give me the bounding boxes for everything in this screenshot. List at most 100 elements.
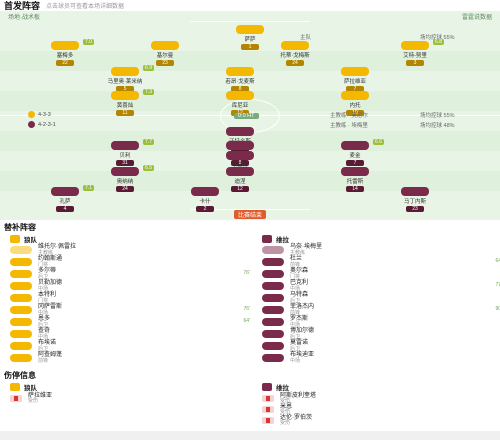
medical-cross-icon	[10, 395, 22, 402]
home-bench-row[interactable]: 贝勒加德 中场	[10, 280, 250, 292]
player-number: 1	[241, 44, 259, 50]
shirt-icon	[10, 294, 32, 302]
shirt-icon	[111, 91, 139, 100]
away-possession: 场均控球 48%	[420, 123, 455, 129]
shirt-icon	[341, 91, 369, 100]
bench-player-position: 前锋	[38, 358, 49, 364]
away-player[interactable]: 麦金 7 6.6	[320, 139, 390, 167]
shirt-icon	[226, 127, 254, 136]
player-number: 14	[346, 186, 364, 192]
page-subtitle: 点击球员可查看本场详细数据	[46, 4, 125, 10]
home-bench-row[interactable]: 布埃诺 后卫	[10, 340, 250, 352]
bench-player-name: 阿查姆蓬	[38, 352, 63, 358]
away-injury-row: 阿斯皮利奎塔 受伤	[262, 393, 500, 404]
player-name: 艾特-努里	[403, 53, 427, 59]
home-player[interactable]: 托蒂·戈梅斯 24	[260, 41, 330, 67]
home-bench-row[interactable]: 冈萨雷斯 中场 76'	[10, 304, 250, 316]
shirt-icon	[51, 187, 79, 196]
home-bench-row[interactable]: 恩多 后卫 64'	[10, 316, 250, 328]
home-coach-note: 主教练 · 奥尼尔	[330, 113, 368, 119]
player-rating: 7.7	[143, 139, 154, 145]
pitch-label-left: 场地·战术板	[8, 14, 40, 21]
injury-reason: 受伤	[280, 409, 291, 415]
away-player[interactable]: 贝利 31 7.7	[90, 139, 160, 167]
away-bench-row[interactable]: 博加尔德 后卫	[262, 328, 500, 340]
away-player[interactable]: 奥纳纳 24 6.5	[90, 165, 160, 193]
injured-player-name: 萨拉维亚	[28, 393, 53, 399]
player-name: 塞梅多	[56, 53, 74, 59]
home-injury-row: 萨拉维亚 受伤	[10, 393, 250, 404]
pitch: 场地·战术板 雷霆说数据 主队 场均控球 55% 萨萨 1 塞梅多 22 7.0 基尔曼 2…	[0, 11, 500, 220]
bench-title: 替补阵容	[4, 223, 36, 232]
bench-player-position: 后卫	[38, 274, 49, 280]
away-player[interactable]: 马丁内斯 23	[380, 187, 450, 213]
player-name: 托蒂·戈梅斯	[280, 53, 310, 59]
bench-player-name: 约翰斯通	[38, 256, 63, 262]
away-player[interactable]: 孔萨 4 7.1	[30, 185, 100, 213]
away-injury-row: 达伦·罗伯茨 受伤	[262, 415, 500, 426]
bench-player-name: 博加尔德	[290, 328, 315, 334]
away-bench-row[interactable]: 马特森 后卫	[262, 292, 500, 304]
player-name: 若昂·戈麦斯	[225, 79, 255, 85]
pitch-label-right[interactable]: 雷霆说数据	[461, 14, 492, 21]
bench-player-position: 后卫	[38, 346, 49, 352]
player-rating: 7.0	[83, 39, 94, 45]
home-bench-row[interactable]: 约翰斯通 门将	[10, 256, 250, 268]
player-number: 24	[116, 186, 134, 192]
away-player[interactable]: 托雷斯 14	[320, 167, 390, 193]
home-possession: 场均控球 55%	[420, 113, 455, 119]
player-rating: 6.8	[433, 39, 444, 45]
lineup-header: 首发阵容 点击球员可查看本场详细数据	[0, 0, 500, 11]
away-bench-row[interactable]: 罗杰斯 中场	[262, 316, 500, 328]
home-player[interactable]: 黄喜灿 11 7.3	[90, 89, 160, 117]
shirt-icon	[262, 258, 284, 266]
match-status-badge: 比赛结束	[233, 209, 266, 219]
villa-logo-icon	[262, 383, 272, 391]
player-name: 奥纳纳	[116, 179, 134, 185]
shirt-icon	[111, 67, 139, 76]
home-player[interactable]: 萨萨 1	[215, 25, 285, 51]
shirt-icon	[262, 282, 284, 290]
shirt-icon	[10, 354, 32, 362]
player-number: 8	[231, 86, 249, 92]
player-name: 黄喜灿	[116, 103, 134, 109]
shirt-icon	[10, 330, 32, 338]
away-bench-row[interactable]: 布埃迪亚 中场	[262, 352, 500, 364]
home-bench-row[interactable]: 本特利 门将	[10, 292, 250, 304]
away-bench-row[interactable]: 莫雷诺 后卫	[262, 340, 500, 352]
center-badge: 0:0 HT	[234, 113, 259, 119]
shirt-icon	[191, 187, 219, 196]
player-number: 4	[56, 206, 74, 212]
bench-player-position: 后卫	[290, 346, 301, 352]
home-coach-row[interactable]: 维托尔·佩雷拉 主教练	[10, 244, 250, 256]
away-player[interactable]: 迪涅 12	[205, 167, 275, 193]
player-number: 24	[286, 60, 304, 66]
home-label: 主队	[300, 35, 312, 41]
home-player[interactable]: 若昂·戈麦斯 8	[205, 67, 275, 93]
player-number: 23	[406, 206, 424, 212]
player-name: 萨萨	[244, 37, 256, 43]
shirt-icon	[151, 41, 179, 50]
home-player[interactable]: 萨拉维亚 7	[320, 67, 390, 93]
home-player[interactable]: 艾特-努里 3 6.8	[380, 39, 450, 67]
home-player[interactable]: 塞梅多 22 7.0	[30, 39, 100, 67]
shirt-icon	[226, 91, 254, 100]
shirt-icon	[281, 41, 309, 50]
player-name: 卡什	[199, 199, 211, 205]
home-player[interactable]: 基尔曼 23	[130, 41, 200, 67]
away-bench-row[interactable]: 奥尔森 门将	[262, 268, 500, 280]
injury-home-head: 狼队	[10, 382, 37, 392]
home-bench-row[interactable]: 多尔蒂 后卫 76'	[10, 268, 250, 280]
away-coach-row[interactable]: 乌奈·埃梅里 主教练	[262, 244, 500, 256]
home-player[interactable]: 内托 10	[320, 91, 390, 117]
sub-minute: 76'	[243, 306, 250, 312]
bench-player-name: 马特森	[290, 292, 309, 298]
bench-player-position: 后卫	[290, 334, 301, 340]
home-player[interactable]: 马里奥·莱米纳 5 6.9	[90, 65, 160, 93]
home-bench-row[interactable]: 查奇 中场	[10, 328, 250, 340]
home-bench-row[interactable]: 阿查姆蓬 前锋	[10, 352, 250, 364]
away-player[interactable]: 卡什 2	[170, 187, 240, 213]
